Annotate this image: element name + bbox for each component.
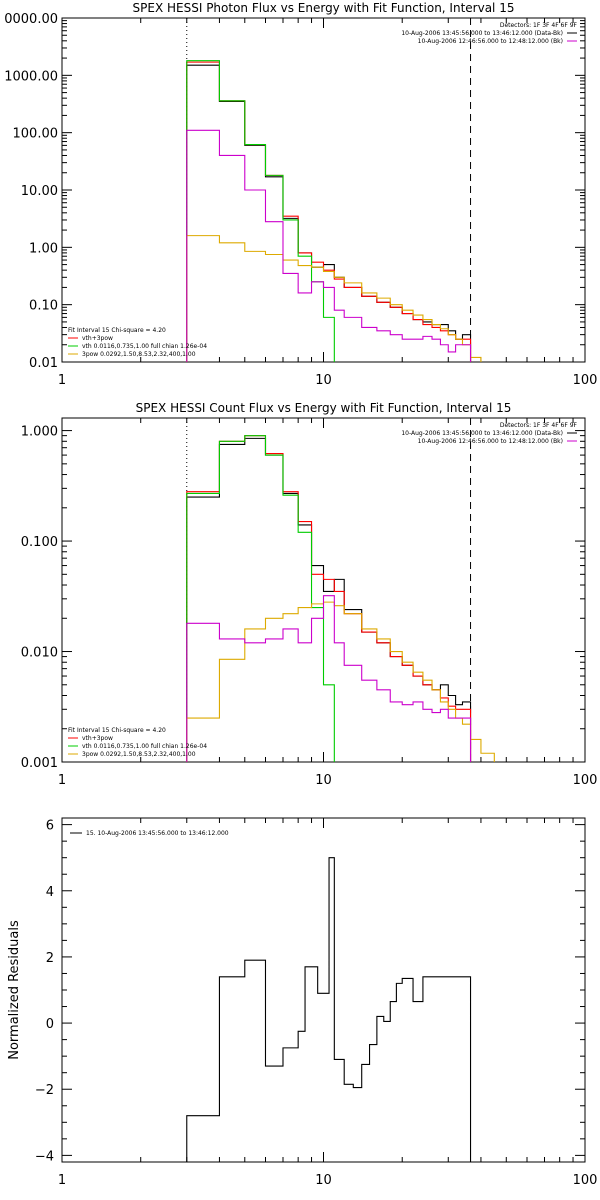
x-tick-label: 10	[315, 773, 332, 788]
detectors-label: Detectors: 1F 3F 4F 6F 9F	[500, 422, 578, 429]
series-line-3	[186, 435, 335, 762]
y-tick-label: 0.10	[29, 299, 58, 314]
legend-left-header: Fit Interval 15 Chi-square = 4.20	[68, 327, 166, 334]
x-tick-label: 10	[315, 1173, 332, 1188]
x-tick-label: 1	[58, 773, 66, 788]
series-line-4	[186, 601, 495, 762]
series-line-4	[186, 235, 482, 362]
y-tick-label: −2	[35, 1083, 54, 1098]
y-tick-label: 0000.00	[4, 12, 58, 27]
y-tick-label: 100.00	[13, 127, 59, 142]
y-tick-label: 1.00	[29, 241, 58, 256]
legend-right-text: 10-Aug-2006 12:46:56.000 to 12:48:12.000…	[418, 38, 563, 45]
series-line-1	[186, 64, 472, 362]
legend-right-text: 10-Aug-2006 13:45:56.000 to 13:46:12.000…	[401, 30, 563, 37]
x-tick-label: 1	[58, 373, 66, 388]
y-tick-label: 0.001	[21, 756, 58, 771]
y-axis-label: Normalized Residuals	[7, 920, 22, 1060]
x-tick-label: 100	[573, 1173, 598, 1188]
chart-1: SPEX HESSI Photon Flux vs Energy with Fi…	[4, 1, 597, 388]
chart-3: 1 10 100 −4 −2 0 2 4 6 Normalized Residuals 15. 10…	[7, 817, 598, 1188]
legend-left-text: vth+3pow	[82, 735, 113, 742]
detectors-label: Detectors: 1F 3F 4F 6F 9F	[500, 22, 578, 29]
y-tick-label: 0	[46, 1017, 54, 1032]
legend-left-header: Fit Interval 15 Chi-square = 4.20	[68, 727, 166, 734]
legend-right-text: 10-Aug-2006 13:45:56.000 to 13:46:12.000…	[401, 430, 563, 437]
series-group	[186, 60, 482, 362]
legend-left-text: 3pow 0.0292,1.50,8.53,2.32,400,1.00	[82, 351, 196, 358]
series-line-2	[186, 435, 472, 762]
series-group	[186, 857, 472, 1162]
chart-2: SPEX HESSI Count Flux vs Energy with Fit…	[21, 401, 598, 788]
y-tick-label: 10.00	[21, 184, 58, 199]
chart-title: SPEX HESSI Photon Flux vs Energy with Fi…	[133, 1, 515, 15]
y-tick-label: 1.000	[21, 425, 58, 440]
legend-left-text: 15. 10-Aug-2006 13:45:56.000 to 13:46:12…	[86, 830, 229, 837]
series-line-3	[186, 60, 335, 362]
y-tick-label: −4	[35, 1149, 54, 1164]
x-tick-label: 1	[58, 1173, 66, 1188]
y-tick-label: 6	[46, 819, 54, 834]
series-line-5	[186, 129, 472, 362]
x-tick-label: 100	[573, 373, 598, 388]
legend-right-text: 10-Aug-2006 12:46:56.000 to 12:48:12.000…	[418, 438, 563, 445]
x-tick-label: 10	[315, 373, 332, 388]
series-line-5	[186, 595, 472, 762]
series-group	[186, 435, 495, 762]
y-tick-label: 4	[46, 885, 54, 900]
legend-left-text: vth 0.0116,0.735,1.00 full chian 1.26e-0…	[82, 343, 207, 350]
y-tick-label: 0.01	[29, 356, 58, 371]
legend-left-text: 3pow 0.0292,1.50,8.53,2.32,400,1.00	[82, 751, 196, 758]
y-tick-label: 0.100	[21, 535, 58, 550]
chart-title: SPEX HESSI Count Flux vs Energy with Fit…	[136, 401, 512, 415]
series-line-2	[186, 61, 472, 362]
series-line-1	[186, 857, 472, 1162]
series-line-1	[186, 437, 472, 762]
y-tick-label: 2	[46, 951, 54, 966]
plot-frame	[61, 817, 586, 1163]
y-tick-label: 1000.00	[4, 69, 58, 84]
x-tick-label: 100	[573, 773, 598, 788]
legend-left-text: vth+3pow	[82, 335, 113, 342]
y-tick-label: 0.010	[21, 646, 58, 661]
legend-left-text: vth 0.0116,0.735,1.00 full chian 1.26e-0…	[82, 743, 207, 750]
